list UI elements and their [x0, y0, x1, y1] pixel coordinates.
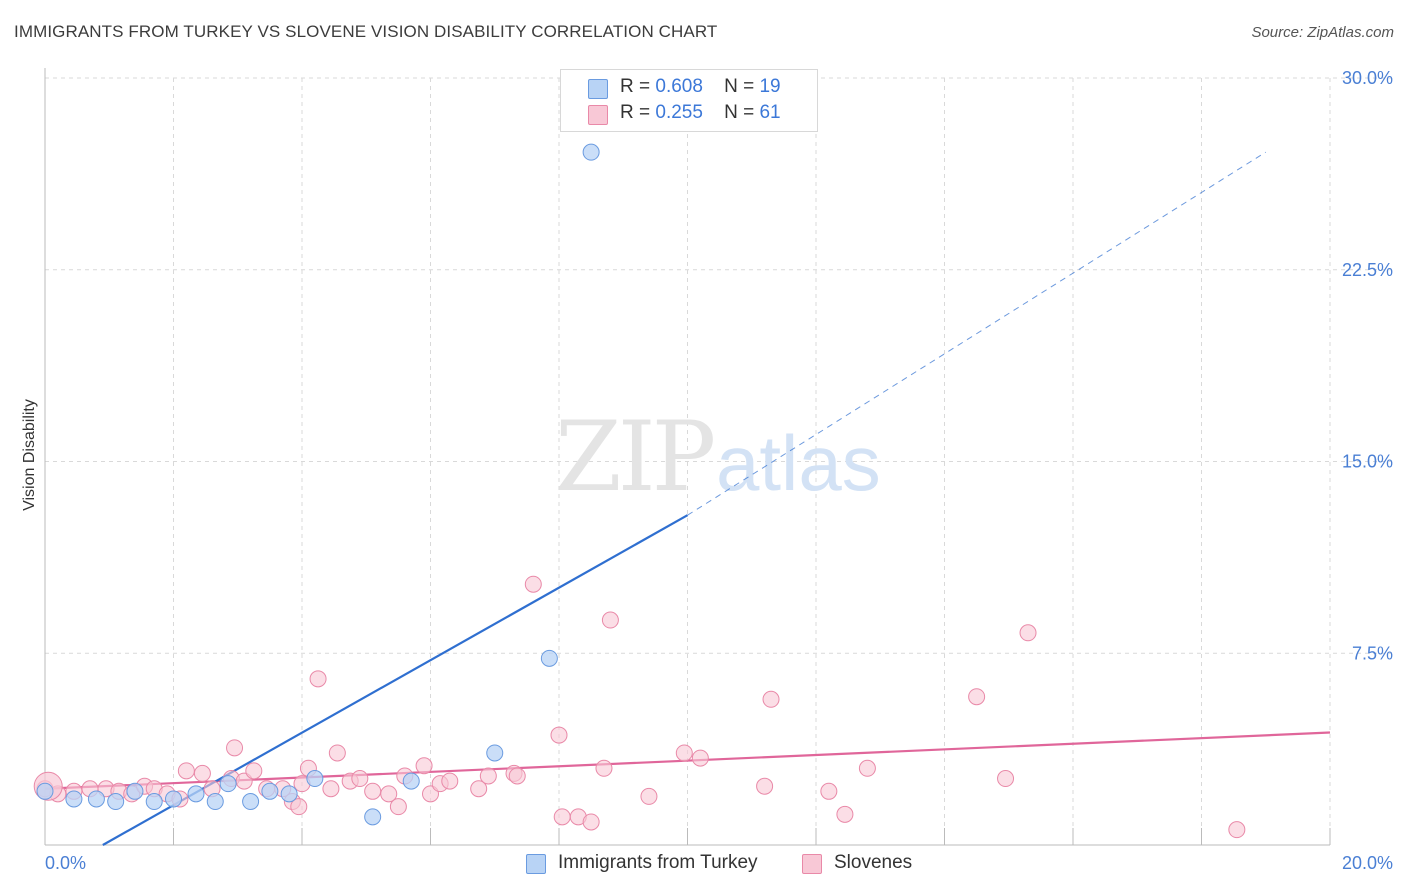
legend-n-value-turkey: 19: [759, 76, 781, 97]
data-points: [33, 143, 1246, 839]
point-slovenes: [364, 782, 382, 800]
point-turkey: [364, 808, 382, 826]
x-tick-label: 20.0%: [1342, 853, 1393, 873]
legend-n-label: N =: [724, 102, 755, 123]
trend-line-turkey-extension: [687, 151, 1267, 516]
point-turkey: [107, 793, 125, 811]
point-slovenes: [756, 777, 774, 795]
point-slovenes: [836, 805, 854, 823]
watermark-zip: ZIP: [555, 401, 714, 513]
watermark-atlas: atlas: [716, 419, 881, 507]
point-turkey: [87, 790, 105, 808]
point-slovenes: [415, 757, 433, 775]
point-slovenes: [601, 611, 619, 629]
point-turkey: [145, 793, 163, 811]
point-slovenes: [290, 798, 308, 816]
bottom-legend-label-turkey: Immigrants from Turkey: [558, 852, 758, 873]
point-slovenes: [479, 767, 497, 785]
x-tick-label: 0.0%: [45, 853, 86, 873]
point-slovenes: [640, 787, 658, 805]
point-slovenes: [997, 770, 1015, 788]
legend-n-label: N =: [724, 76, 755, 97]
point-turkey: [206, 793, 224, 811]
y-tick-label: 15.0%: [1342, 452, 1393, 472]
point-slovenes: [508, 767, 526, 785]
point-turkey: [582, 143, 600, 161]
point-slovenes: [441, 772, 459, 790]
bottom-legend-label-slovenes: Slovenes: [834, 852, 913, 873]
legend-r-label: R =: [620, 76, 651, 97]
point-slovenes: [1228, 821, 1246, 839]
point-turkey: [402, 772, 420, 790]
legend-swatch-turkey: [526, 854, 546, 874]
point-slovenes: [968, 688, 986, 706]
point-turkey: [187, 785, 205, 803]
point-slovenes: [389, 798, 407, 816]
source-label: Source: ZipAtlas.com: [1251, 24, 1394, 41]
point-slovenes: [177, 762, 195, 780]
y-axis-label: Vision Disability: [21, 399, 38, 511]
point-turkey: [306, 770, 324, 788]
point-slovenes: [762, 690, 780, 708]
point-slovenes: [193, 764, 211, 782]
legend-swatch-slovenes: [588, 105, 608, 125]
tick-labels: 7.5% 15.0% 22.5% 30.0% 0.0% 20.0%: [45, 68, 1393, 873]
point-slovenes: [351, 770, 369, 788]
point-turkey: [540, 649, 558, 667]
point-slovenes: [582, 813, 600, 831]
point-slovenes: [309, 670, 327, 688]
watermark: ZIP atlas: [555, 401, 881, 513]
point-slovenes: [553, 808, 571, 826]
point-slovenes: [1019, 624, 1037, 642]
stats-legend: R = 0.608 N = 19 R = 0.255 N = 61: [560, 69, 818, 132]
point-turkey: [280, 785, 298, 803]
point-slovenes: [550, 726, 568, 744]
legend-r-label: R =: [620, 102, 651, 123]
legend-swatch-slovenes: [802, 854, 822, 874]
axes: [44, 68, 1331, 846]
point-slovenes: [858, 759, 876, 777]
point-slovenes: [380, 785, 398, 803]
point-turkey: [36, 782, 54, 800]
point-turkey: [126, 782, 144, 800]
point-turkey: [486, 744, 504, 762]
point-slovenes: [322, 780, 340, 798]
point-slovenes: [226, 739, 244, 757]
point-turkey: [261, 782, 279, 800]
point-slovenes: [245, 762, 263, 780]
point-turkey: [219, 775, 237, 793]
y-tick-label: 30.0%: [1342, 68, 1393, 88]
legend-n-value-slovenes: 61: [759, 102, 781, 123]
point-slovenes: [691, 749, 709, 767]
point-turkey: [165, 790, 182, 808]
point-slovenes: [820, 782, 838, 800]
y-tick-label: 22.5%: [1342, 260, 1393, 280]
point-slovenes: [524, 575, 542, 593]
chart-title: IMMIGRANTS FROM TURKEY VS SLOVENE VISION…: [14, 22, 718, 41]
point-slovenes: [595, 759, 613, 777]
point-slovenes: [675, 744, 693, 762]
y-tick-label: 7.5%: [1352, 643, 1393, 663]
legend-r-value-turkey: 0.608: [655, 76, 703, 97]
point-turkey: [242, 793, 260, 811]
legend-swatch-turkey: [588, 79, 608, 99]
legend-r-value-slovenes: 0.255: [655, 102, 703, 123]
point-turkey: [65, 790, 83, 808]
point-slovenes: [328, 744, 346, 762]
point-slovenes: [470, 780, 488, 798]
